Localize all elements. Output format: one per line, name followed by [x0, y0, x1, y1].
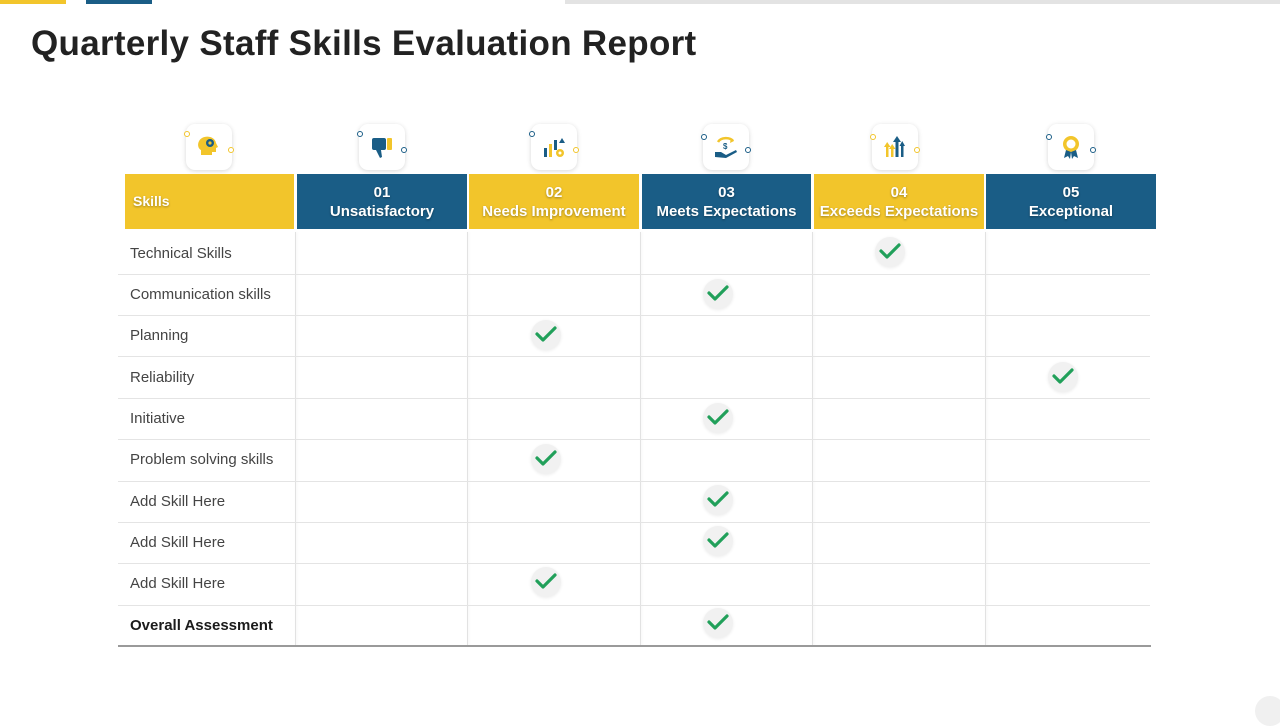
- svg-text:$: $: [723, 142, 728, 151]
- level-label: Exceptional: [1028, 202, 1114, 220]
- level-label: Meets Expectations: [656, 202, 797, 220]
- top-accent-yellow: [0, 0, 66, 4]
- header-level-04: 04 Exceeds Expectations: [814, 174, 984, 229]
- row-label-add-skill: Add Skill Here: [130, 493, 226, 510]
- header-level-02: 02 Needs Improvement: [469, 174, 639, 229]
- chart-gear-icon: [531, 124, 577, 170]
- corner-decoration: [1255, 696, 1280, 726]
- growth-arrows-icon: [872, 124, 918, 170]
- table-bottom-border: [118, 645, 1151, 647]
- page-title: Quarterly Staff Skills Evaluation Report: [31, 24, 697, 63]
- header-skills-label: Skills: [133, 193, 170, 209]
- header-level-05: 05 Exceptional: [986, 174, 1156, 229]
- top-accent-blue: [86, 0, 152, 4]
- check-mark-icon: [703, 279, 733, 309]
- decor-dot: [870, 134, 876, 140]
- decor-dot: [701, 134, 707, 140]
- row-divider: [118, 439, 1150, 440]
- decor-dot: [529, 131, 535, 137]
- level-label: Needs Improvement: [482, 202, 626, 220]
- row-label-problem-solving: Problem solving skills: [130, 451, 274, 468]
- decor-dot: [228, 147, 234, 153]
- row-divider: [118, 398, 1150, 399]
- row-divider: [118, 481, 1150, 482]
- header-level-03: 03 Meets Expectations: [642, 174, 811, 229]
- decor-dot: [573, 147, 579, 153]
- check-mark-icon: [1048, 362, 1078, 392]
- row-divider: [118, 274, 1150, 275]
- check-mark-icon: [703, 526, 733, 556]
- level-number: 02: [545, 183, 563, 201]
- row-label-communication-skills: Communication skills: [130, 286, 271, 303]
- check-mark-icon: [531, 567, 561, 597]
- decor-dot: [1090, 147, 1096, 153]
- row-divider: [118, 356, 1150, 357]
- check-mark-icon: [703, 485, 733, 515]
- row-label-overall-assessment: Overall Assessment: [130, 617, 273, 634]
- thumbs-down-icon: [359, 124, 405, 170]
- check-mark-icon: [531, 444, 561, 474]
- decor-dot: [357, 131, 363, 137]
- decor-dot: [1046, 134, 1052, 140]
- decor-dot: [914, 147, 920, 153]
- check-mark-icon: [875, 237, 905, 267]
- row-divider: [118, 522, 1150, 523]
- row-label-reliability: Reliability: [130, 369, 195, 386]
- level-number: 03: [718, 183, 735, 201]
- check-mark-icon: [703, 608, 733, 638]
- award-badge-icon: [1048, 124, 1094, 170]
- decor-dot: [745, 147, 751, 153]
- row-label-initiative: Initiative: [130, 410, 186, 427]
- check-mark-icon: [703, 403, 733, 433]
- row-divider: [118, 605, 1150, 606]
- hand-money-icon: $: [703, 124, 749, 170]
- header-skills: Skills: [125, 174, 294, 229]
- decor-dot: [184, 131, 190, 137]
- row-divider: [118, 315, 1150, 316]
- row-divider: [118, 563, 1150, 564]
- head-gear-icon: [186, 124, 232, 170]
- level-number: 04: [890, 183, 908, 201]
- header-level-01: 01 Unsatisfactory: [297, 174, 467, 229]
- level-label: Unsatisfactory: [329, 202, 435, 220]
- row-label-planning: Planning: [130, 327, 189, 344]
- level-number: 01: [373, 183, 391, 201]
- level-number: 05: [1062, 183, 1080, 201]
- check-mark-icon: [531, 320, 561, 350]
- row-label-add-skill: Add Skill Here: [130, 534, 226, 551]
- row-label-technical-skills: Technical Skills: [130, 245, 232, 262]
- top-accent-gray: [565, 0, 1280, 4]
- decor-dot: [401, 147, 407, 153]
- row-label-add-skill: Add Skill Here: [130, 575, 226, 592]
- level-label: Exceeds Expectations: [819, 202, 979, 220]
